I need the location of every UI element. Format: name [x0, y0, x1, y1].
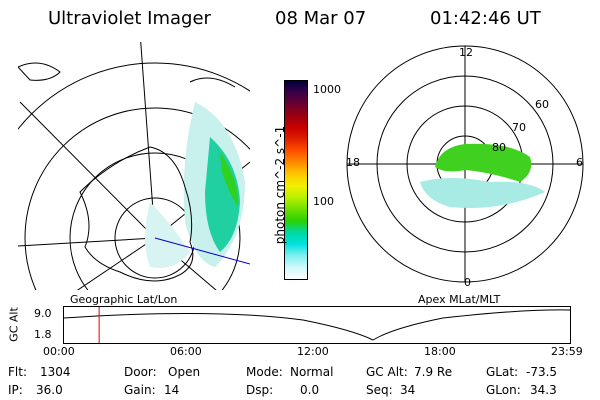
apex-polar-plot — [346, 45, 584, 283]
altitude-plot — [63, 306, 571, 344]
antarctica-outline — [79, 146, 194, 282]
seq-value: 34 — [400, 383, 416, 397]
apex-aurora-oval — [435, 143, 532, 182]
glat-label: GLat: — [486, 365, 519, 379]
geographic-map — [18, 42, 250, 290]
alt-xtick-0000: 00:00 — [43, 345, 75, 358]
glon-value: 34.3 — [530, 383, 557, 397]
glat-value: -73.5 — [526, 365, 558, 379]
alt-ytick-bottom: 1.8 — [34, 328, 52, 341]
alt-xtick-1200: 12:00 — [297, 345, 329, 358]
alt-xtick-0600: 06:00 — [170, 345, 202, 358]
ip-label: IP: — [8, 383, 23, 397]
longitude-lines — [18, 42, 250, 290]
colorbar-tick-100: 100 — [313, 195, 334, 208]
mlt-label-18: 18 — [346, 156, 360, 169]
colorbar-tick-1000: 1000 — [313, 83, 341, 96]
time-label: 01:42:46 UT — [430, 8, 541, 29]
altitude-curve — [63, 309, 571, 341]
apex-panel-label: Apex MLat/MLT — [418, 293, 501, 306]
apex-aurora-diffuse — [420, 178, 545, 208]
alt-xtick-1800: 18:00 — [424, 345, 456, 358]
alt-xtick-2359: 23:59 — [551, 345, 583, 358]
alt-ylabel: GC Alt — [7, 307, 21, 342]
door-label: Door: — [124, 365, 157, 379]
aurora-emission — [145, 102, 245, 268]
mlt-label-0: 0 — [464, 276, 471, 289]
gain-value: 14 — [164, 383, 180, 397]
terminator-line — [154, 237, 250, 265]
colorbar-label: photon cm^-2 s^-1 — [273, 125, 287, 245]
mlat-label-60: 60 — [535, 98, 549, 111]
continent-outline — [18, 62, 236, 88]
flt-label: Flt: — [8, 365, 27, 379]
gcalt-label: GC Alt: — [366, 365, 408, 379]
mlt-label-12: 12 — [459, 46, 473, 59]
ip-value: 36.0 — [36, 383, 63, 397]
seq-label: Seq: — [366, 383, 393, 397]
mlat-label-70: 70 — [512, 121, 526, 134]
glon-label: GLon: — [486, 383, 521, 397]
instrument-title: Ultraviolet Imager — [48, 8, 211, 29]
geo-panel-label: Geographic Lat/Lon — [70, 293, 178, 306]
gain-label: Gain: — [124, 383, 156, 397]
mlt-label-6: 6 — [576, 156, 583, 169]
flt-value: 1304 — [40, 365, 71, 379]
door-value: Open — [168, 365, 201, 379]
gcalt-value: 7.9 Re — [414, 365, 453, 379]
dsp-label: Dsp: — [246, 383, 274, 397]
dsp-value: 0.0 — [300, 383, 320, 397]
mode-value: Normal — [290, 365, 334, 379]
alt-ytick-top: 9.0 — [34, 307, 52, 320]
colorbar — [284, 80, 308, 280]
date-label: 08 Mar 07 — [275, 8, 367, 29]
mlat-label-80: 80 — [492, 141, 506, 154]
mode-label: Mode: — [246, 365, 283, 379]
